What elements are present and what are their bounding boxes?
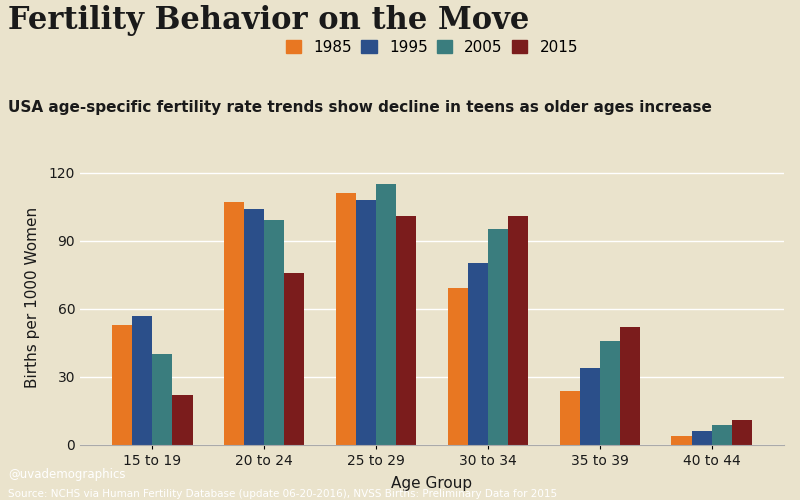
- Bar: [112, 324, 132, 445]
- Bar: [559, 390, 580, 445]
- Bar: [356, 200, 376, 445]
- Bar: [152, 354, 173, 445]
- Bar: [691, 432, 712, 445]
- Bar: [732, 420, 752, 445]
- Bar: [600, 340, 620, 445]
- Bar: [448, 288, 468, 445]
- Bar: [336, 193, 356, 445]
- Text: Fertility Behavior on the Move: Fertility Behavior on the Move: [8, 5, 530, 36]
- Bar: [712, 424, 732, 445]
- Bar: [580, 368, 600, 445]
- Bar: [508, 216, 528, 445]
- Text: USA age-specific fertility rate trends show decline in teens as older ages incre: USA age-specific fertility rate trends s…: [8, 100, 712, 115]
- Bar: [468, 264, 488, 445]
- Bar: [488, 230, 508, 445]
- Bar: [284, 272, 305, 445]
- Text: Source: NCHS via Human Fertility Database (update 06-20-2016), NVSS Births: Prel: Source: NCHS via Human Fertility Databas…: [8, 489, 557, 499]
- Bar: [244, 209, 264, 445]
- Bar: [671, 436, 691, 445]
- Bar: [132, 316, 152, 445]
- Bar: [173, 395, 193, 445]
- Bar: [264, 220, 284, 445]
- Text: @uvademographics: @uvademographics: [8, 468, 126, 480]
- Bar: [620, 327, 640, 445]
- Y-axis label: Births per 1000 Women: Births per 1000 Women: [26, 207, 41, 388]
- Bar: [376, 184, 396, 445]
- Legend: 1985, 1995, 2005, 2015: 1985, 1995, 2005, 2015: [280, 34, 584, 61]
- Bar: [224, 202, 244, 445]
- X-axis label: Age Group: Age Group: [391, 476, 473, 492]
- Bar: [396, 216, 416, 445]
